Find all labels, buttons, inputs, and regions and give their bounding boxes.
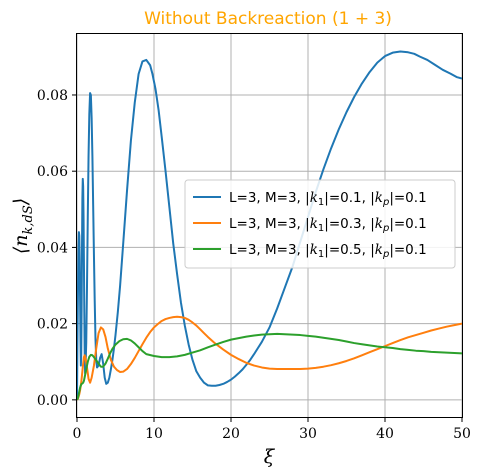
- legend-box: [184, 179, 456, 269]
- x-tick-label: 30: [299, 426, 317, 442]
- chart-title: Without Backreaction (1 + 3): [144, 9, 392, 29]
- y-axis-label: ⟨nk,dS⟩: [10, 198, 36, 254]
- y-tick-label: 0.06: [37, 164, 68, 180]
- y-tick-label: 0.04: [37, 240, 68, 256]
- axis-ticks: 0 10 20 30 40 50 0.00 0.02 0.04 0.06 0.08: [37, 88, 471, 442]
- series-line-1: [77, 50, 462, 400]
- series-line-2: [77, 315, 462, 401]
- x-tick-label: 20: [222, 426, 240, 442]
- legend-label-2: L=3, M=3, |k1|=0.3, |kp|=0.1: [229, 216, 427, 234]
- series-line-3: [77, 332, 462, 401]
- y-tick-label: 0.08: [37, 88, 68, 104]
- y-tick-label: 0.02: [37, 317, 68, 333]
- legend-label-3: L=3, M=3, |k1|=0.5, |kp|=0.1: [229, 242, 427, 260]
- x-tick-label: 10: [145, 426, 163, 442]
- x-tick-label: 40: [376, 426, 394, 442]
- plot-frame: [76, 33, 463, 418]
- x-tick-label: 0: [73, 426, 82, 442]
- series-group: [77, 50, 462, 401]
- legend: L=3, M=3, |k1|=0.1, |kp|=0.1 L=3, M=3, |k…: [184, 179, 456, 269]
- x-axis-label: ξ: [264, 446, 276, 468]
- x-tick-label: 50: [453, 426, 471, 442]
- legend-label-1: L=3, M=3, |k1|=0.1, |kp|=0.1: [229, 190, 427, 208]
- y-tick-label: 0.00: [37, 393, 68, 409]
